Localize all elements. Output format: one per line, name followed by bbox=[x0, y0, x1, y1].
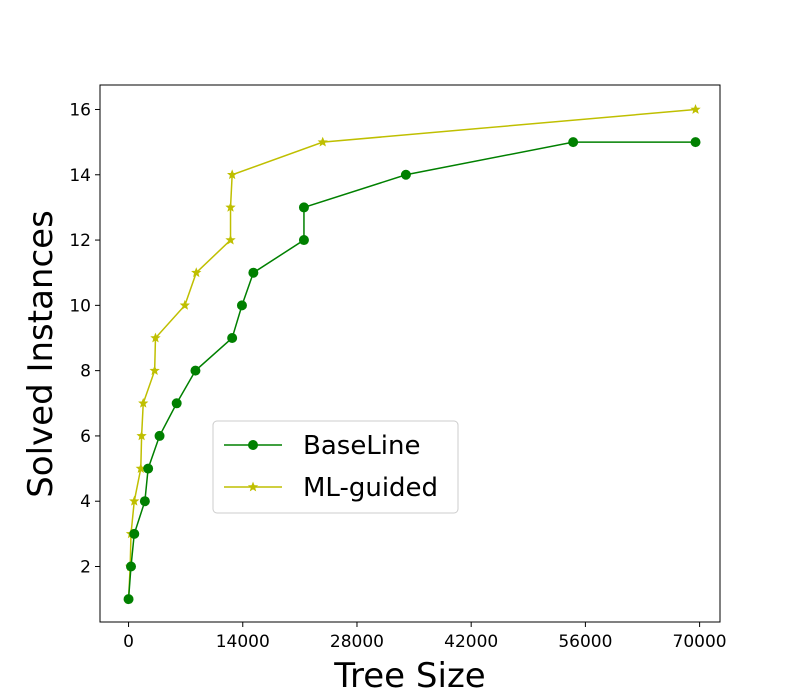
plot-area bbox=[99, 84, 721, 623]
legend-frame bbox=[212, 420, 459, 514]
data-point-ml-guided bbox=[191, 267, 202, 278]
data-point-baseline bbox=[690, 137, 701, 148]
x-tick-label: 70000 bbox=[673, 632, 727, 652]
data-point-baseline bbox=[129, 528, 140, 539]
data-point-ml-guided bbox=[690, 104, 701, 114]
legend-label-baseline: BaseLine bbox=[303, 431, 421, 461]
y-tick-label: 4 bbox=[80, 492, 91, 512]
data-point-ml-guided bbox=[150, 332, 161, 343]
data-point-ml-guided bbox=[225, 202, 236, 212]
legend-label-ml-guided: ML-guided bbox=[303, 473, 438, 503]
legend-marker-point bbox=[248, 440, 258, 450]
data-point-baseline bbox=[123, 594, 134, 605]
x-tick-label: 14000 bbox=[216, 632, 270, 652]
legend-marker-ml-guided bbox=[247, 481, 259, 492]
x-axis-label: Tree Size bbox=[333, 656, 485, 696]
data-point-baseline bbox=[568, 137, 579, 148]
y-axis: 2 4 6 8 10 12 14 16 bbox=[69, 100, 100, 578]
data-point-baseline bbox=[227, 332, 238, 343]
data-point-baseline bbox=[236, 300, 247, 311]
y-tick-label: 10 bbox=[69, 296, 91, 316]
data-point-ml-guided bbox=[138, 397, 149, 408]
data-point-baseline bbox=[248, 267, 259, 278]
data-point-baseline bbox=[143, 463, 154, 474]
data-point-baseline bbox=[298, 235, 309, 246]
y-tick-label: 2 bbox=[80, 558, 91, 578]
y-tick-label: 14 bbox=[69, 166, 91, 186]
data-point-ml-guided bbox=[129, 495, 140, 506]
x-tick-label: 0 bbox=[123, 632, 134, 652]
x-tick-label: 28000 bbox=[330, 632, 384, 652]
y-tick-label: 12 bbox=[69, 231, 91, 251]
x-tick-label: 56000 bbox=[558, 632, 612, 652]
data-point-baseline bbox=[126, 561, 136, 572]
legend-marker-baseline bbox=[248, 440, 258, 450]
legend-marker-point bbox=[247, 481, 259, 492]
data-point-ml-guided bbox=[225, 234, 236, 245]
data-point-baseline bbox=[190, 365, 201, 376]
y-axis-label: Solved Instances bbox=[21, 210, 61, 498]
y-tick-label: 6 bbox=[80, 427, 91, 447]
x-axis: 0 14000 28000 42000 56000 70000 bbox=[123, 622, 727, 652]
data-point-baseline bbox=[400, 169, 411, 180]
x-tick-label: 42000 bbox=[444, 632, 498, 652]
series-line-ml-guided bbox=[127, 108, 696, 600]
data-point-baseline bbox=[139, 496, 150, 507]
series-layer bbox=[123, 104, 701, 605]
data-point-ml-guided bbox=[149, 365, 160, 376]
data-point-baseline bbox=[298, 202, 309, 213]
y-tick-label: 8 bbox=[80, 362, 91, 382]
series-line-baseline bbox=[127, 141, 696, 600]
y-tick-label: 16 bbox=[69, 100, 91, 120]
data-point-baseline bbox=[171, 398, 182, 409]
data-point-ml-guided bbox=[227, 169, 238, 180]
data-point-ml-guided bbox=[317, 136, 328, 147]
legend: BaseLine ML-guided bbox=[212, 420, 459, 514]
data-point-baseline bbox=[154, 430, 165, 441]
data-point-ml-guided bbox=[136, 430, 147, 441]
data-point-ml-guided bbox=[179, 299, 190, 310]
